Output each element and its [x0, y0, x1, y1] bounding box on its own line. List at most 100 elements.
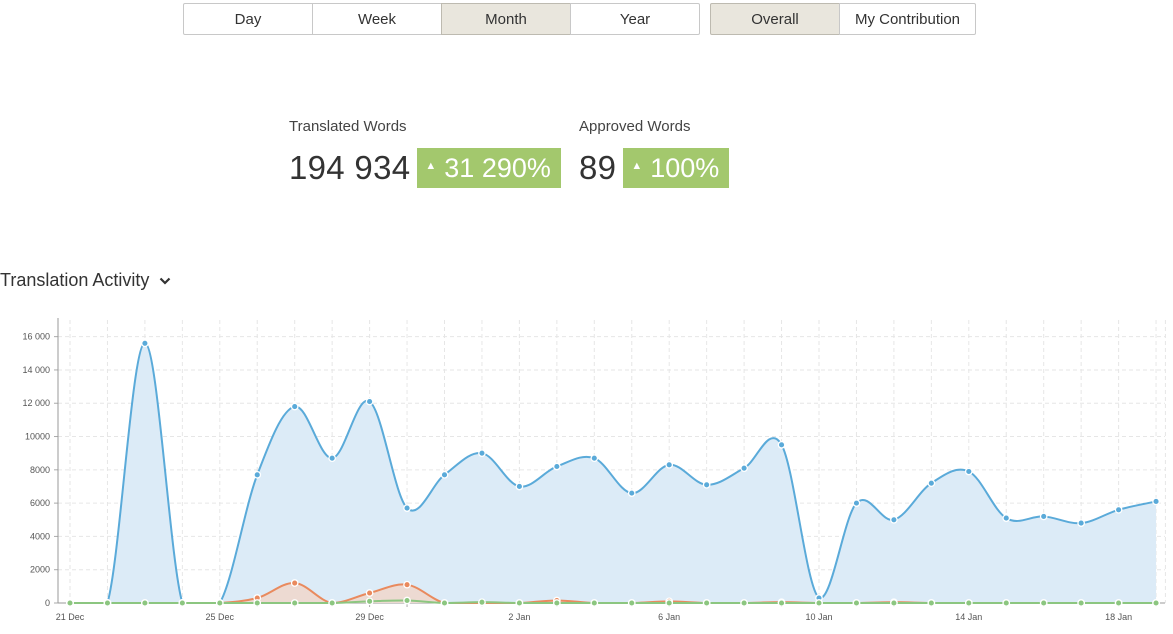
third-point — [927, 599, 936, 607]
translated-words-value: 194 934 — [289, 149, 411, 186]
translated-point — [590, 454, 599, 463]
third-point — [141, 599, 149, 607]
y-tick-label: 6000 — [30, 498, 50, 508]
third-point — [590, 599, 599, 607]
translated-change-badge: ▲ 31 290% — [417, 148, 561, 188]
x-tick-label: 29 Dec — [355, 612, 384, 622]
third-point — [627, 599, 636, 607]
translated-point — [328, 454, 336, 463]
translated-point — [1039, 512, 1048, 521]
translated-point — [702, 480, 711, 489]
approved-point — [365, 589, 374, 597]
approved-point — [290, 579, 299, 587]
third-point — [1002, 599, 1011, 607]
third-point — [328, 599, 336, 607]
x-tick-label: 21 Dec — [56, 612, 85, 622]
period-selector: Day Week Month Year — [183, 3, 700, 35]
translated-point — [515, 482, 524, 491]
y-tick-label: 8000 — [30, 465, 50, 475]
third-point — [1152, 599, 1160, 607]
translated-point — [964, 467, 973, 476]
tab-year[interactable]: Year — [570, 3, 700, 35]
arrow-up-icon: ▲ — [425, 160, 437, 172]
x-tick-label: 6 Jan — [658, 612, 680, 622]
tab-week[interactable]: Week — [312, 3, 442, 35]
translated-point — [552, 462, 561, 471]
third-point — [552, 599, 561, 607]
translated-words-stat: Translated Words 194 934 ▲ 31 290% — [289, 118, 561, 188]
translated-point — [403, 504, 411, 512]
third-point — [253, 599, 262, 607]
translated-change-value: 31 290% — [444, 153, 551, 183]
translated-point — [440, 470, 449, 479]
third-point — [964, 599, 973, 607]
third-point — [365, 597, 374, 606]
tab-overall[interactable]: Overall — [710, 3, 840, 35]
y-tick-label: 2000 — [30, 565, 50, 575]
approved-words-label: Approved Words — [579, 118, 691, 135]
third-point — [665, 599, 674, 607]
x-tick-label: 18 Jan — [1105, 612, 1132, 622]
chevron-down-icon — [160, 277, 171, 285]
translated-point — [927, 479, 936, 487]
third-point — [178, 599, 187, 607]
scope-selector: Overall My Contribution — [710, 3, 976, 35]
translated-words-label: Translated Words — [289, 118, 407, 135]
translated-point — [890, 515, 898, 524]
approved-words-stat: Approved Words 89 ▲ 100% — [579, 118, 730, 188]
third-point — [815, 599, 823, 607]
translated-point — [627, 489, 636, 497]
translated-point — [141, 339, 149, 348]
third-point — [1039, 599, 1048, 607]
third-point — [740, 599, 748, 607]
approved-point — [403, 580, 411, 589]
third-point — [215, 599, 224, 607]
approved-change-value: 100% — [650, 153, 720, 183]
translated-point — [852, 499, 861, 507]
translated-point — [665, 460, 674, 469]
x-tick-label: 25 Dec — [206, 612, 235, 622]
translated-point — [253, 470, 262, 479]
y-tick-label: 10000 — [25, 432, 50, 442]
translated-point — [740, 464, 748, 473]
tab-day[interactable]: Day — [183, 3, 313, 35]
tab-month[interactable]: Month — [441, 3, 571, 35]
tab-my-contribution[interactable]: My Contribution — [839, 3, 976, 35]
third-point — [478, 598, 486, 607]
third-point — [702, 599, 711, 607]
y-tick-label: 0 — [45, 598, 50, 608]
section-title: Translation Activity — [0, 270, 150, 290]
translated-point — [1152, 497, 1160, 506]
x-tick-label: 14 Jan — [955, 612, 982, 622]
translated-point — [1077, 519, 1086, 527]
translated-point — [365, 397, 374, 406]
approved-change-badge: ▲ 100% — [623, 148, 730, 188]
third-point — [515, 599, 524, 607]
translated-point — [290, 402, 299, 411]
arrow-up-icon: ▲ — [631, 160, 643, 172]
x-tick-label: 2 Jan — [508, 612, 530, 622]
third-point — [290, 599, 299, 607]
third-point — [103, 599, 112, 607]
approved-area — [70, 582, 1157, 603]
translated-point — [1002, 514, 1011, 522]
y-tick-label: 4000 — [30, 531, 50, 541]
translated-point — [478, 449, 486, 458]
translated-point — [1114, 505, 1123, 514]
y-tick-label: 12 000 — [22, 398, 50, 408]
third-point — [440, 599, 449, 607]
translation-activity-toggle[interactable]: Translation Activity — [0, 270, 171, 291]
translation-activity-chart: 0 2000 4000 6000 8000 10000 12 000 14 000 16 000… — [22, 318, 1166, 622]
x-tick-label: 10 Jan — [805, 612, 832, 622]
third-point — [852, 599, 861, 607]
translated-point — [777, 441, 786, 449]
third-point — [890, 599, 898, 607]
translated-area — [70, 343, 1157, 603]
y-tick-label: 14 000 — [22, 365, 50, 375]
y-tick-label: 16 000 — [22, 332, 50, 342]
third-point — [1077, 599, 1086, 607]
third-point — [777, 599, 786, 607]
third-point — [66, 599, 74, 607]
third-point — [1114, 599, 1123, 607]
third-point — [403, 596, 411, 605]
